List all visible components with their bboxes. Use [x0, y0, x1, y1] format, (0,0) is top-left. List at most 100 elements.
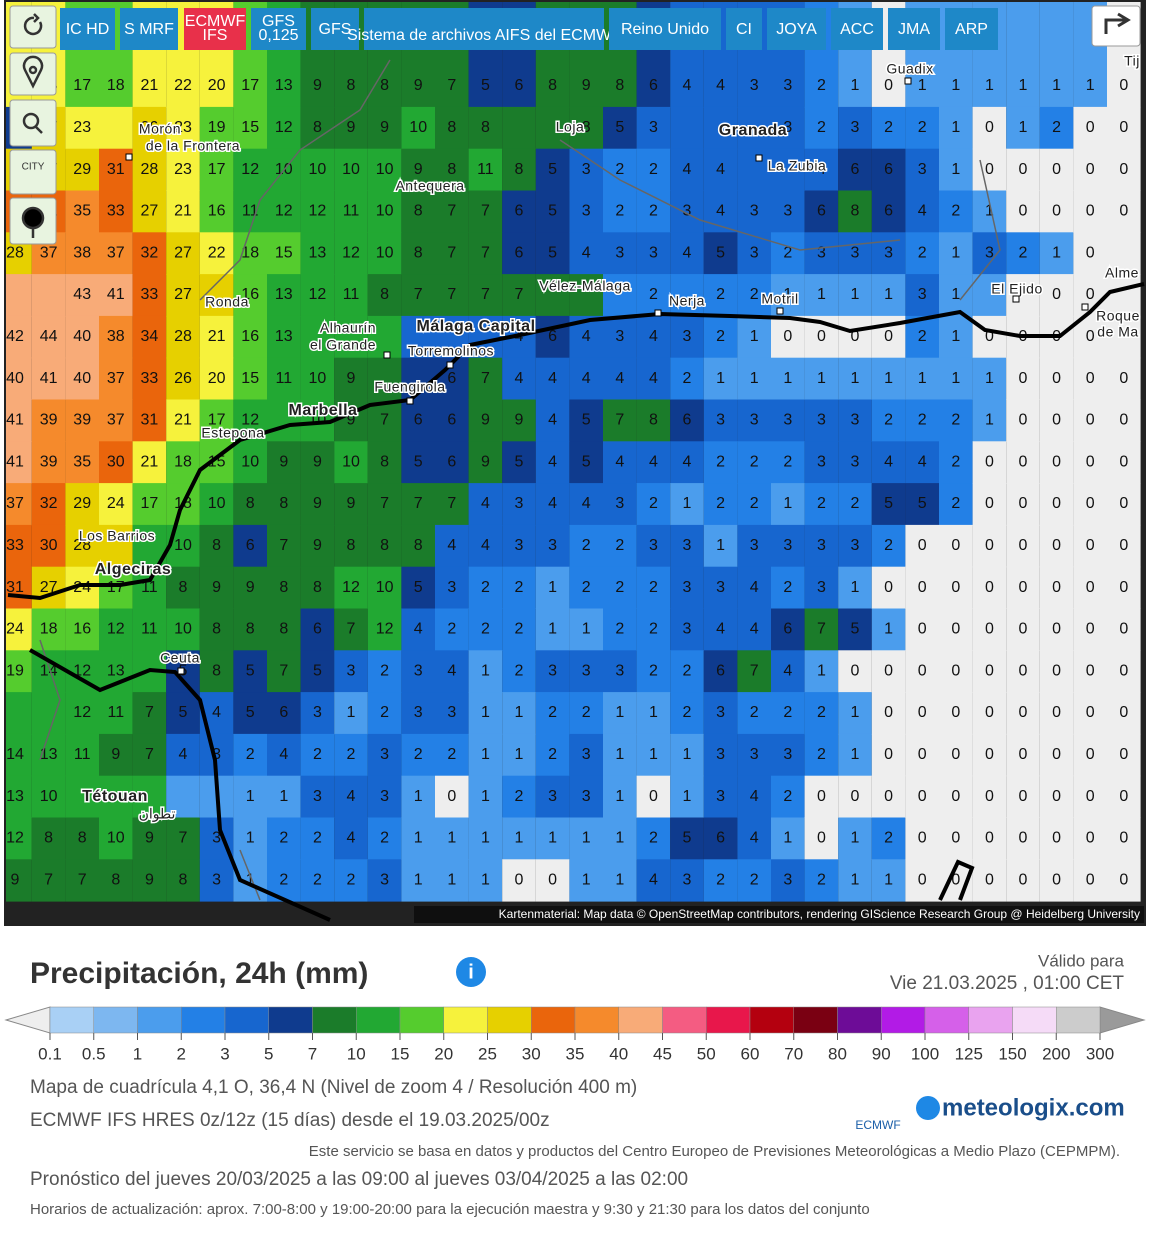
cell-value: 6 [851, 161, 860, 178]
cell-value: 8 [380, 537, 389, 554]
cell-value: 2 [683, 704, 692, 721]
model-button[interactable] [251, 8, 306, 50]
refresh-button[interactable] [9, 5, 57, 49]
grid-cell [6, 859, 32, 902]
legend-label: 3 [220, 1044, 229, 1063]
grid-cell [435, 775, 469, 818]
legend-swatch [837, 1006, 882, 1034]
button-label: ACC [840, 21, 874, 38]
grid-cell [267, 566, 301, 609]
cell-value: 2 [481, 621, 490, 638]
grid-cell [233, 357, 267, 400]
grid-cell [166, 692, 200, 735]
grid-cell [1073, 524, 1107, 568]
cell-value: 2 [414, 746, 423, 763]
legend-swatch [1012, 1006, 1057, 1034]
cell-value: 1 [481, 746, 490, 763]
grid-cell [1006, 692, 1040, 735]
grid-cell [703, 775, 738, 818]
cell-value: 0 [1086, 286, 1095, 303]
cell-value: 28 [6, 244, 24, 261]
cell-value: 8 [347, 77, 356, 94]
share-button[interactable] [1091, 5, 1141, 47]
grid-cell [771, 650, 805, 693]
model-button[interactable] [888, 8, 940, 50]
cell-value: 2 [246, 746, 255, 763]
cell-value: 3 [683, 537, 692, 554]
cell-value: 2 [380, 662, 389, 679]
cell-value: 13 [309, 244, 327, 261]
model-button[interactable] [609, 8, 721, 50]
grid-cell [804, 483, 839, 526]
model-button[interactable] [184, 8, 246, 50]
model-button[interactable] [726, 8, 762, 50]
cell-value: 5 [615, 119, 624, 136]
cell-value: 0 [1086, 119, 1095, 136]
cell-value: 3 [783, 746, 792, 763]
cell-value: 43 [73, 286, 91, 303]
grid-cell [905, 483, 939, 526]
model-button[interactable] [945, 8, 998, 50]
cell-value: 4 [347, 830, 356, 847]
grid-cell [300, 692, 335, 735]
cell-value: 33 [107, 203, 125, 220]
cell-value: 15 [208, 453, 226, 470]
cell-value: 17 [208, 161, 226, 178]
cell-value: 9 [313, 537, 322, 554]
grid-cell [771, 817, 805, 860]
grid-cell [6, 608, 32, 651]
grid-cell [1073, 817, 1107, 860]
grid-cell [267, 315, 301, 359]
model-button[interactable] [120, 8, 178, 50]
cell-value: 4 [683, 244, 692, 261]
grid-cell [65, 148, 99, 191]
cell-value: 2 [515, 579, 524, 596]
cell-value: 8 [179, 871, 188, 888]
place: Antequera [395, 178, 464, 194]
city-icon: CITY [22, 162, 45, 173]
info-icon[interactable] [456, 957, 486, 987]
cell-value: 4 [279, 746, 288, 763]
grid-cell [737, 190, 771, 233]
model-button[interactable] [60, 8, 115, 50]
grid-cell [569, 733, 603, 777]
grid-cell [636, 148, 671, 191]
cell-value: 2 [615, 537, 624, 554]
model-button[interactable] [767, 8, 826, 50]
cell-value: 4 [716, 621, 725, 638]
cell-value: 3 [649, 244, 658, 261]
cell-value: 27 [40, 579, 58, 596]
cell-value: 1 [481, 871, 490, 888]
city-button[interactable] [9, 149, 57, 195]
cell-value: 35 [73, 453, 91, 470]
model-button[interactable] [311, 8, 359, 50]
model-button[interactable] [831, 8, 883, 50]
grid-cell [670, 692, 704, 735]
cell-value: 1 [615, 830, 624, 847]
cell-value: 0 [951, 788, 960, 805]
cell-value: 0 [1086, 161, 1095, 178]
cell-value: 11 [141, 579, 158, 596]
grid-cell [99, 483, 133, 526]
cell-value: 8 [481, 119, 490, 136]
grid-cell [737, 608, 771, 651]
grid-cell [737, 775, 771, 818]
grid-cell [972, 357, 1007, 400]
model-button[interactable] [364, 8, 604, 50]
cell-value: 0 [1119, 453, 1128, 470]
grid-cell [65, 190, 99, 233]
cell-value: 1 [515, 704, 524, 721]
zoom-button[interactable] [9, 99, 57, 147]
cell-value: 0 [851, 662, 860, 679]
cell-value: 0 [1119, 537, 1128, 554]
grid-cell [1107, 692, 1141, 735]
grid-cell [737, 650, 771, 693]
grid-cell [804, 650, 839, 693]
cell-value: 0 [1119, 704, 1128, 721]
grid-cell [31, 608, 66, 651]
cell-value: 0 [1019, 161, 1028, 178]
grid-cell [905, 775, 939, 818]
cell-value: 9 [347, 119, 356, 136]
cell-value: 44 [40, 328, 58, 345]
grid-cell [502, 650, 536, 693]
